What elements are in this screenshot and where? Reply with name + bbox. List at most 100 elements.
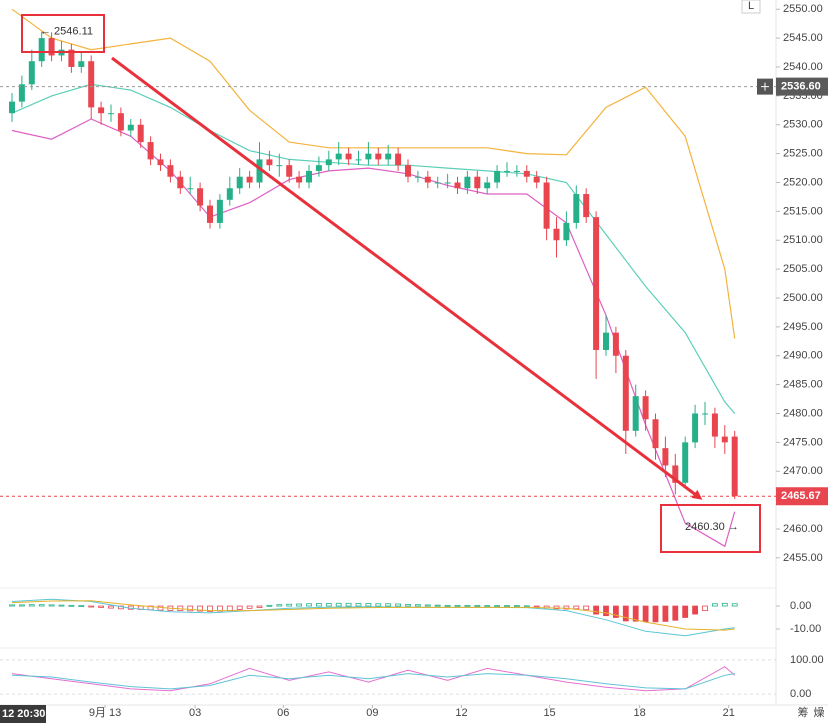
indicator-line: [11, 83, 736, 414]
trend-arrow: [111, 56, 703, 500]
macd-bar: [464, 604, 471, 607]
osc-tick-label: 100.00: [790, 654, 824, 666]
candle-body: [236, 176, 243, 189]
macd-bar: [563, 605, 570, 610]
candle-body: [523, 170, 530, 177]
y-tick-label: 2490.00: [783, 350, 823, 362]
macd-bar: [573, 605, 580, 610]
macd-bar: [553, 605, 560, 610]
corner-button-label[interactable]: L: [748, 0, 754, 12]
candle-body: [286, 165, 293, 177]
candle-body: [256, 159, 263, 183]
macd-bar: [712, 603, 718, 607]
y-tick-label: 2550.00: [783, 3, 823, 15]
macd-bar: [702, 605, 708, 612]
crosshair-tag: [776, 77, 828, 96]
x-tick-label: 03: [189, 707, 201, 719]
candle-body: [18, 84, 25, 102]
x-tick-label: 18: [634, 707, 646, 719]
candle-body: [177, 176, 184, 189]
candle-body: [474, 176, 481, 189]
candle-body: [28, 61, 35, 85]
y-tick-label: 2495.00: [783, 321, 823, 333]
candle-body: [276, 165, 283, 167]
candle-body: [662, 448, 669, 466]
y-tick-label: 2470.00: [783, 465, 823, 477]
macd-bar: [731, 603, 738, 607]
candle-body: [167, 165, 174, 177]
candle-body: [622, 355, 629, 431]
corner-button[interactable]: [741, 0, 761, 14]
macd-bar: [276, 604, 283, 607]
macd-bar: [395, 603, 402, 607]
macd-bar: [108, 605, 114, 609]
candle-body: [454, 182, 461, 189]
macd-bar: [207, 605, 213, 612]
y-tick-label: 2530.00: [783, 119, 823, 131]
macd-bar: [662, 605, 669, 622]
candle-body: [187, 188, 194, 190]
candle-body: [424, 176, 431, 183]
macd-bar: [424, 604, 431, 607]
candle-body: [78, 61, 85, 67]
toolbar-button[interactable]: 筹: [798, 705, 809, 719]
macd-bar: [672, 605, 679, 621]
macd-bar: [98, 605, 104, 608]
macd-bar: [385, 603, 392, 607]
x-tick-label: 9月 13: [89, 707, 121, 719]
y-tick-label: 2510.00: [783, 234, 823, 246]
macd-bar: [226, 605, 233, 611]
indicator-line: [11, 600, 735, 631]
candle-body: [306, 170, 312, 183]
macd-bar: [256, 605, 263, 608]
macd-bar: [365, 603, 372, 607]
toolbar-button[interactable]: 燥: [814, 706, 825, 719]
y-tick-label: 2455.00: [783, 552, 823, 564]
y-tick-label: 2545.00: [783, 32, 823, 44]
x-tick-label: 15: [543, 707, 555, 719]
y-tick-label: 2520.00: [783, 176, 823, 188]
candle-body: [583, 194, 590, 218]
candle-body: [355, 159, 362, 161]
candle-body: [444, 182, 451, 184]
candle-body: [682, 442, 689, 483]
macd-bar: [632, 605, 639, 622]
macd-bar: [345, 602, 352, 607]
candle-body: [692, 413, 699, 443]
macd-bar: [484, 605, 491, 607]
y-tick-label: 2480.00: [783, 407, 823, 419]
candle-body: [108, 113, 114, 115]
candle-body: [137, 124, 144, 143]
candle-body: [484, 182, 491, 189]
x-tick-label: 09: [366, 707, 378, 719]
candle-body: [9, 101, 15, 114]
indicator-line: [11, 673, 735, 690]
y-tick-label: 2505.00: [783, 263, 823, 275]
macd-bar: [306, 603, 312, 607]
macd-bar: [38, 604, 45, 607]
candle-body: [48, 38, 55, 56]
macd-bar: [335, 602, 342, 607]
y-tick-label: 2500.00: [783, 292, 823, 304]
candle-body: [365, 153, 372, 160]
low-marker-label: 2460.30 →: [685, 521, 739, 533]
macd-bar: [474, 604, 481, 607]
candle-body: [553, 228, 560, 241]
high-marker-label: ← 2546.11: [40, 26, 93, 38]
candle-body: [325, 159, 332, 166]
candle-body: [296, 176, 303, 183]
candle-body: [702, 413, 708, 415]
macd-bar: [583, 605, 590, 611]
candle-body: [68, 49, 75, 67]
osc-tick-label: 0.00: [790, 688, 811, 700]
last-price-label: 2465.67: [781, 490, 821, 502]
y-tick-label: 2475.00: [783, 436, 823, 448]
macd-bar: [721, 602, 728, 607]
candle-body: [246, 176, 253, 183]
macd-bar: [9, 604, 15, 607]
candle-body: [711, 413, 718, 437]
candle-body: [533, 176, 540, 183]
candle-body: [721, 436, 728, 443]
candle-body: [603, 332, 609, 350]
